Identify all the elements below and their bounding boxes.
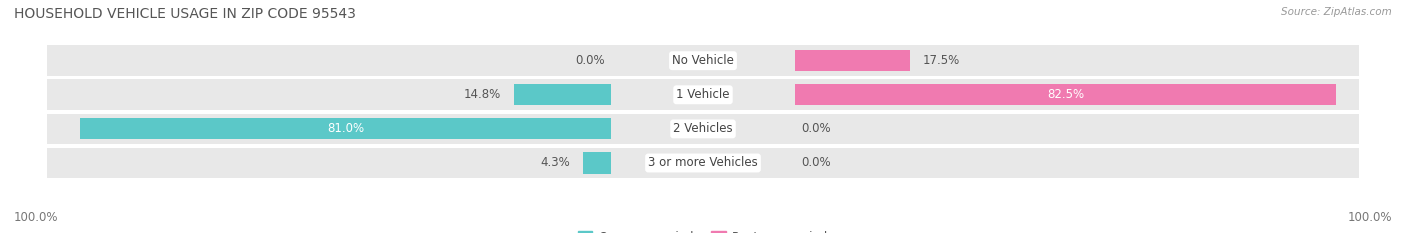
Text: 14.8%: 14.8% <box>464 88 501 101</box>
Text: 17.5%: 17.5% <box>922 54 960 67</box>
Bar <box>794 84 1336 105</box>
Text: HOUSEHOLD VEHICLE USAGE IN ZIP CODE 95543: HOUSEHOLD VEHICLE USAGE IN ZIP CODE 9554… <box>14 7 356 21</box>
Bar <box>46 148 1360 178</box>
Text: 2 Vehicles: 2 Vehicles <box>673 122 733 135</box>
Bar <box>515 84 612 105</box>
Text: 0.0%: 0.0% <box>801 122 831 135</box>
Text: 100.0%: 100.0% <box>14 211 59 224</box>
Legend: Owner-occupied, Renter-occupied: Owner-occupied, Renter-occupied <box>574 226 832 233</box>
Bar <box>80 118 612 140</box>
Text: 81.0%: 81.0% <box>326 122 364 135</box>
Text: 1 Vehicle: 1 Vehicle <box>676 88 730 101</box>
Text: 82.5%: 82.5% <box>1047 88 1084 101</box>
Bar <box>794 50 910 71</box>
Bar <box>46 79 1360 110</box>
Bar <box>583 152 612 174</box>
Text: No Vehicle: No Vehicle <box>672 54 734 67</box>
Text: 0.0%: 0.0% <box>575 54 605 67</box>
Text: 4.3%: 4.3% <box>540 157 569 169</box>
Text: 3 or more Vehicles: 3 or more Vehicles <box>648 157 758 169</box>
Bar <box>46 113 1360 144</box>
Text: Source: ZipAtlas.com: Source: ZipAtlas.com <box>1281 7 1392 17</box>
Text: 0.0%: 0.0% <box>801 157 831 169</box>
Bar <box>46 45 1360 76</box>
Text: 100.0%: 100.0% <box>1347 211 1392 224</box>
